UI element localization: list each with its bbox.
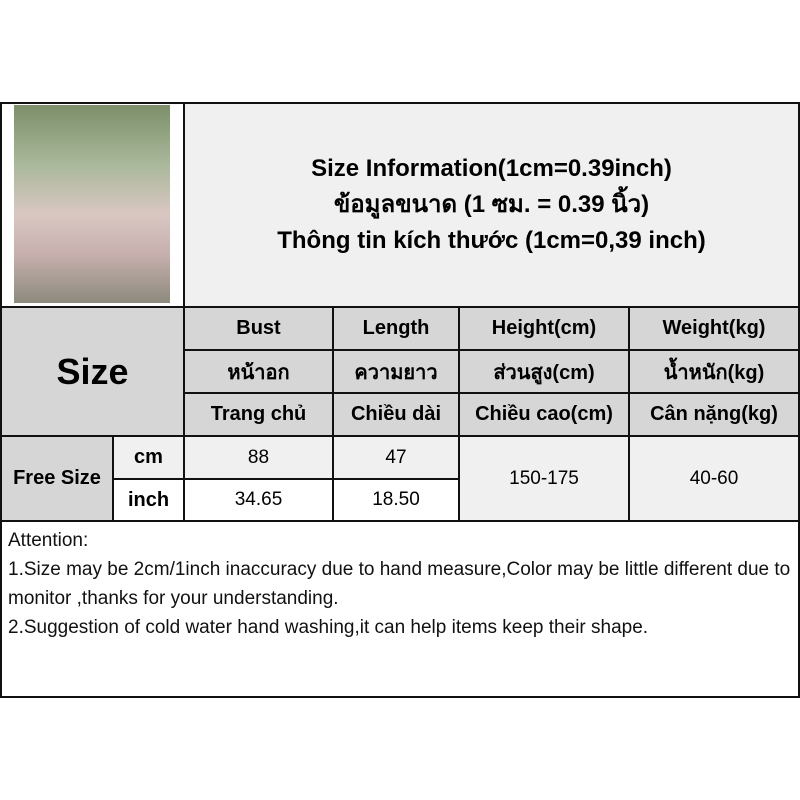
attention-line-2: 2.Suggestion of cold water hand washing,…	[8, 617, 649, 638]
header-bust-th: หน้าอก	[183, 349, 334, 394]
header-bust-vi: Trang chủ	[183, 392, 334, 437]
cm-bust: 88	[183, 435, 334, 480]
header-weight-th: น้ำหนัก(kg)	[628, 349, 800, 394]
size-header: Size	[0, 306, 185, 437]
attention-heading: Attention:	[8, 530, 89, 551]
title-th: ข้อมูลขนาด (1 ซม. = 0.39 นิ้ว)	[333, 191, 650, 218]
header-height-vi: Chiều cao(cm)	[458, 392, 630, 437]
header-height-en: Height(cm)	[458, 306, 630, 351]
inch-bust: 34.65	[183, 478, 334, 522]
height-range: 150-175	[458, 435, 630, 522]
header-weight-en: Weight(kg)	[628, 306, 800, 351]
header-height-th: ส่วนสูง(cm)	[458, 349, 630, 394]
header-length-en: Length	[332, 306, 460, 351]
title-en: Size Information(1cm=0.39inch)	[311, 155, 672, 182]
unit-cm: cm	[112, 435, 185, 480]
header-bust-en: Bust	[183, 306, 334, 351]
attention-box: Attention: 1.Size may be 2cm/1inch inacc…	[0, 520, 800, 698]
cm-length: 47	[332, 435, 460, 480]
header-length-th: ความยาว	[332, 349, 460, 394]
weight-range: 40-60	[628, 435, 800, 522]
row-label-free-size: Free Size	[0, 435, 114, 522]
header-weight-vi: Cân nặng(kg)	[628, 392, 800, 437]
header-length-vi: Chiều dài	[332, 392, 460, 437]
title-vi: Thông tin kích thước (1cm=0,39 inch)	[277, 227, 706, 254]
title-box: Size Information(1cm=0.39inch) ข้อมูลขนา…	[183, 102, 800, 308]
product-photo	[14, 105, 170, 303]
attention-line-1: 1.Size may be 2cm/1inch inaccuracy due t…	[8, 559, 791, 609]
unit-inch: inch	[112, 478, 185, 522]
inch-length: 18.50	[332, 478, 460, 522]
